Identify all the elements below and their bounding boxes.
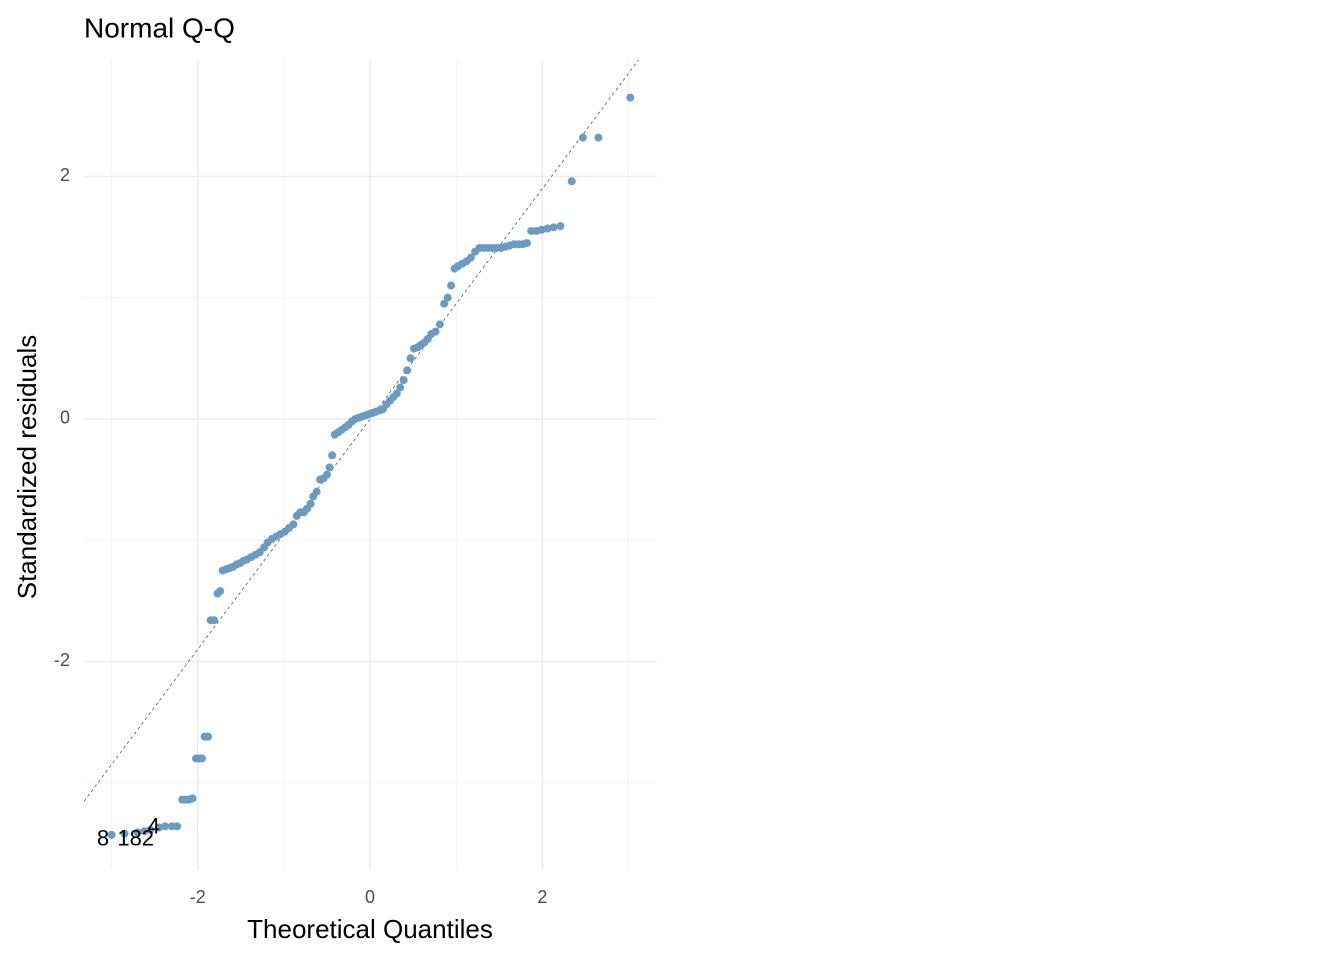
- x-axis-title: Theoretical Quantiles: [247, 914, 493, 944]
- point: [396, 383, 405, 392]
- point: [567, 177, 576, 186]
- point: [447, 281, 456, 290]
- point: [549, 223, 558, 232]
- plot-area: [84, 60, 640, 839]
- chart-title: Normal Q-Q: [84, 12, 235, 43]
- point: [626, 93, 635, 102]
- point: [312, 487, 321, 496]
- point: [107, 830, 116, 839]
- y-tick-label: 2: [60, 165, 70, 185]
- point: [289, 520, 298, 529]
- point: [210, 616, 219, 625]
- x-tick-label: -2: [190, 887, 206, 907]
- point: [537, 225, 546, 234]
- point: [543, 224, 552, 233]
- point: [160, 822, 169, 831]
- point: [399, 376, 408, 385]
- point: [435, 320, 444, 329]
- point: [216, 587, 225, 596]
- point: [140, 827, 149, 836]
- point: [328, 451, 337, 460]
- point: [403, 366, 412, 375]
- point-label: 8: [97, 825, 109, 850]
- point: [306, 499, 315, 508]
- point: [133, 828, 142, 837]
- point: [173, 822, 182, 831]
- y-tick-label: -2: [54, 650, 70, 670]
- point: [594, 133, 603, 142]
- point-label: 4: [148, 813, 160, 838]
- y-axis-title: Standardized residuals: [12, 335, 42, 600]
- point: [522, 239, 531, 248]
- x-tick-label: 2: [537, 887, 547, 907]
- point: [120, 829, 129, 838]
- point: [431, 327, 440, 336]
- point: [406, 354, 415, 363]
- point: [322, 470, 331, 479]
- point: [146, 825, 155, 834]
- point: [440, 299, 449, 308]
- point: [154, 823, 163, 832]
- point: [392, 389, 401, 398]
- point-label: 182: [117, 825, 154, 850]
- point: [556, 222, 565, 231]
- point: [466, 253, 475, 262]
- y-tick-label: 0: [60, 408, 70, 428]
- point: [198, 754, 207, 763]
- point: [204, 732, 213, 741]
- point: [325, 463, 334, 472]
- point: [578, 133, 587, 142]
- point: [443, 293, 452, 302]
- x-tick-label: 0: [365, 887, 375, 907]
- point: [188, 794, 197, 803]
